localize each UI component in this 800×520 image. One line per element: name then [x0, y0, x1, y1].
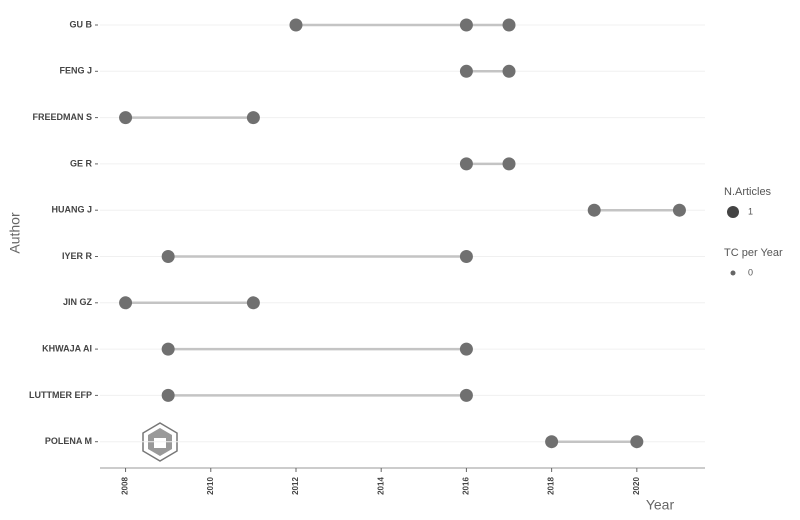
point	[459, 157, 473, 171]
point	[246, 111, 260, 125]
point	[459, 388, 473, 402]
legend-label: 1	[748, 206, 753, 216]
x-tick-label: 2008	[121, 477, 130, 495]
point	[119, 296, 133, 310]
legend-title: N.Articles	[724, 186, 772, 198]
point	[246, 296, 260, 310]
legend-label: 0	[748, 267, 753, 277]
y-tick-label: HUANG J	[51, 205, 92, 215]
y-tick-label: FENG J	[59, 66, 92, 76]
x-tick-label: 2010	[206, 477, 215, 495]
y-tick-label: FREEDMAN S	[32, 112, 92, 122]
x-tick-label: 2020	[632, 477, 641, 495]
x-axis-title: Year	[646, 497, 675, 513]
point	[459, 18, 473, 32]
point	[502, 64, 516, 78]
x-tick-label: 2016	[462, 477, 471, 495]
point	[161, 388, 175, 402]
point	[289, 18, 303, 32]
point	[459, 342, 473, 356]
y-tick-label: KHWAJA AI	[42, 343, 92, 353]
y-tick-label: GE R	[70, 158, 93, 168]
x-tick-label: 2018	[547, 477, 556, 495]
y-tick-label: JIN GZ	[63, 297, 93, 307]
point	[459, 64, 473, 78]
point	[630, 435, 644, 449]
point	[502, 18, 516, 32]
point	[545, 435, 559, 449]
y-tick-label: LUTTMER EFP	[29, 390, 92, 400]
legend-symbol	[727, 206, 739, 218]
x-tick-label: 2012	[291, 477, 300, 495]
y-axis-title: Author	[7, 212, 23, 254]
point	[672, 203, 686, 217]
x-tick-label: 2014	[376, 477, 385, 495]
y-tick-label: GU B	[70, 19, 93, 29]
legend-title: TC per Year	[724, 247, 783, 259]
point	[587, 203, 601, 217]
point	[502, 157, 516, 171]
y-tick-label: POLENA M	[45, 436, 92, 446]
point	[161, 342, 175, 356]
point	[459, 250, 473, 263]
legend-symbol	[730, 270, 736, 276]
point	[119, 111, 133, 125]
y-tick-label: IYER R	[62, 251, 93, 261]
point	[161, 250, 175, 263]
